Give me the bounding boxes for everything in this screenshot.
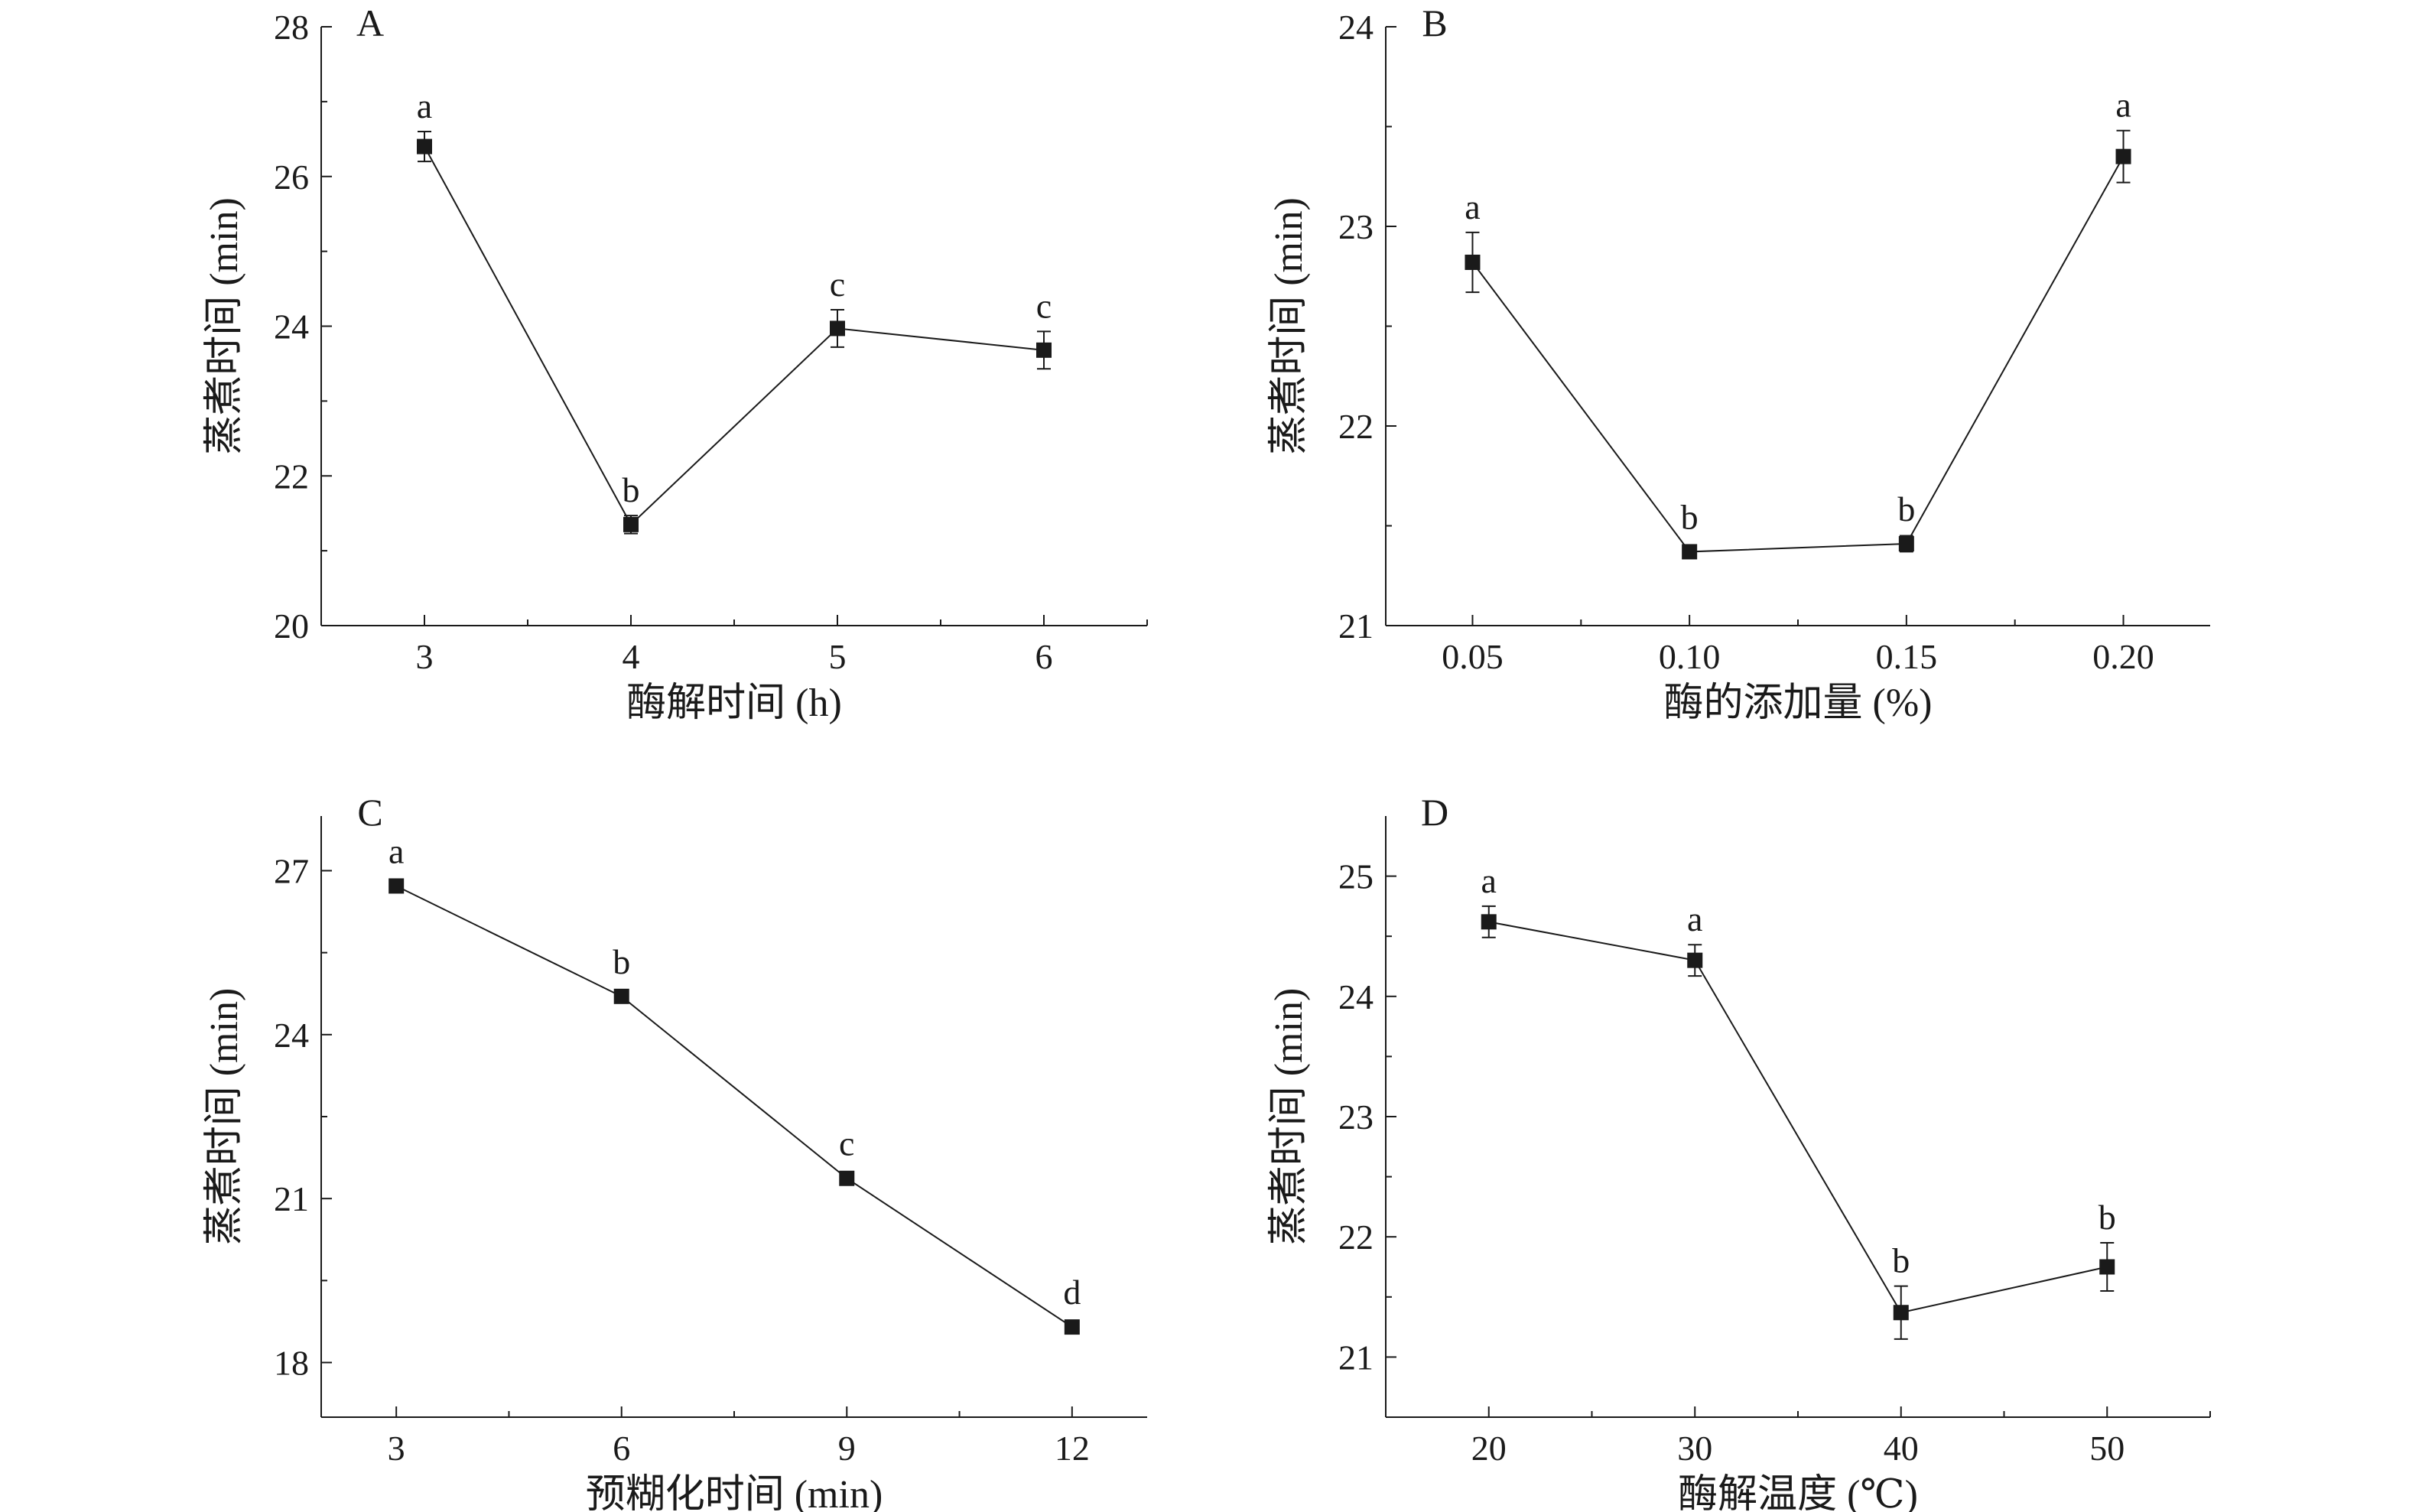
panel-label: B (1422, 2, 1447, 44)
data-point (1465, 254, 1481, 270)
x-tick-label: 50 (2089, 1429, 2125, 1468)
significance-letter: b (2099, 1198, 2116, 1237)
y-tick-label: 27 (274, 851, 309, 890)
x-tick-label: 4 (623, 637, 640, 676)
x-tick-label: 5 (829, 637, 847, 676)
significance-letter: b (1892, 1241, 1910, 1280)
panel-label: A (356, 2, 384, 44)
significance-letter: a (1687, 899, 1702, 938)
y-axis-title: 蒸煮时间 (min) (1267, 988, 1311, 1246)
x-tick-label: 6 (613, 1429, 630, 1468)
x-tick-label: 40 (1884, 1429, 1919, 1468)
x-tick-label: 0.05 (1442, 637, 1504, 676)
y-tick-label: 22 (274, 457, 309, 496)
series-line (395, 885, 1073, 1328)
significance-letter: d (1063, 1273, 1081, 1312)
x-tick-label: 9 (838, 1429, 856, 1468)
significance-letter: b (1681, 497, 1699, 536)
significance-letter: a (2115, 86, 2131, 125)
chart-panel-c: 18 21 24 27 3 6 9 12 预糊化时间 (min) 蒸煮时间 (min) Ca b c d (203, 791, 1147, 1512)
x-tick-label: 0.15 (1876, 637, 1938, 676)
y-axis-title: 蒸煮时间 (min) (1267, 197, 1311, 455)
y-tick-label: 22 (1338, 407, 1374, 446)
y-tick-label: 25 (1338, 857, 1374, 896)
y-tick-label: 20 (274, 606, 309, 645)
data-point (417, 138, 432, 154)
y-tick-label: 26 (274, 158, 309, 197)
y-tick-label: 23 (1338, 207, 1374, 246)
series-line (424, 146, 1045, 526)
y-tick-label: 24 (274, 307, 309, 346)
data-point (388, 878, 405, 894)
x-axis-title: 酶的添加量 (%) (1664, 681, 1933, 725)
chart-panel-d: 21 22 23 24 25 20 30 40 50 酶解温度 (℃) 蒸煮时间 (min) Da a b… (1267, 791, 2211, 1512)
x-tick-label: 0.10 (1659, 637, 1721, 676)
significance-letter: c (839, 1124, 854, 1163)
data-point (1682, 544, 1698, 560)
y-axis-title: 蒸煮时间 (min) (203, 197, 246, 455)
data-point (2099, 1259, 2115, 1275)
data-point (1893, 1305, 1909, 1321)
y-axis-title: 蒸煮时间 (min) (203, 988, 246, 1246)
x-tick-label: 30 (1677, 1429, 1712, 1468)
data-point (1036, 342, 1052, 358)
data-point (1898, 535, 1914, 551)
x-tick-label: 0.20 (2092, 637, 2154, 676)
x-tick-label: 3 (416, 637, 434, 676)
data-point (1687, 952, 1703, 968)
series-line (1488, 921, 2108, 1314)
significance-letter: b (623, 470, 640, 509)
y-tick-label: 28 (274, 8, 309, 47)
significance-letter: a (417, 86, 432, 125)
data-point (1481, 914, 1497, 930)
significance-letter: a (388, 831, 404, 870)
data-point (623, 516, 639, 532)
y-tick-label: 24 (1338, 8, 1374, 47)
data-point (830, 320, 845, 337)
x-tick-label: 12 (1055, 1429, 1090, 1468)
significance-letter: b (613, 942, 630, 981)
y-tick-label: 21 (274, 1179, 309, 1218)
x-tick-label: 20 (1471, 1429, 1507, 1468)
y-tick-label: 24 (1338, 977, 1374, 1016)
chart-panel-b: 21 22 23 24 0.05 0.10 0.15 0.20 酶的添加量 (%) 蒸煮时间 (m… (1267, 2, 2210, 725)
data-point (839, 1170, 855, 1186)
significance-letter: a (1465, 187, 1480, 226)
x-tick-label: 6 (1035, 637, 1053, 676)
y-tick-label: 21 (1338, 606, 1374, 645)
significance-letter: c (830, 265, 845, 304)
y-tick-label: 21 (1338, 1338, 1374, 1377)
x-tick-label: 3 (388, 1429, 405, 1468)
x-axis-title: 酶解温度 (℃) (1678, 1473, 1918, 1512)
y-tick-label: 24 (274, 1016, 309, 1055)
y-tick-label: 23 (1338, 1097, 1374, 1136)
panel-label: D (1421, 791, 1448, 834)
data-point (613, 988, 629, 1004)
significance-letter: a (1481, 861, 1497, 900)
significance-letter: c (1036, 286, 1052, 325)
x-axis-title: 酶解时间 (h) (626, 681, 842, 725)
y-tick-label: 18 (274, 1344, 309, 1383)
y-tick-label: 22 (1338, 1218, 1374, 1257)
significance-letter: b (1897, 489, 1915, 528)
chart-panel-a: 20 22 24 26 28 3 4 5 6 酶解时间 (h) 蒸煮时间 (min) Aa b c c (203, 2, 1148, 725)
data-point (2115, 148, 2131, 164)
series-line (1471, 156, 2125, 553)
x-axis-title: 预糊化时间 (min) (586, 1473, 883, 1512)
data-point (1064, 1319, 1080, 1335)
panel-label: C (357, 791, 382, 834)
